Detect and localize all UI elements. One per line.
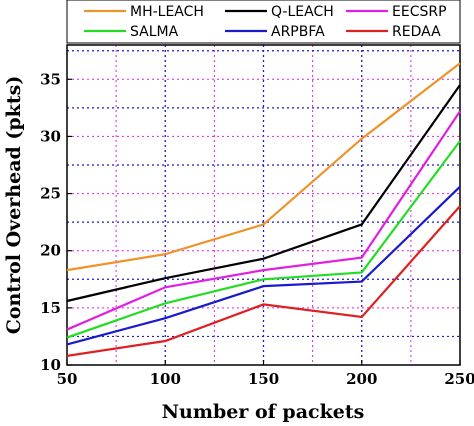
series-line-arpbfa: [66, 185, 461, 346]
series-line-eecsrp: [66, 110, 461, 331]
x-tick-label: 150: [248, 370, 279, 388]
legend-label-eecsrp: EECSRP: [392, 4, 447, 20]
series-line-salma: [66, 140, 461, 339]
x-tick-label: 200: [346, 370, 377, 388]
series-line-mh-leach: [66, 62, 461, 272]
legend: MH-LEACH Q-LEACH EECSRP SALMA ARPBFA REDAA: [66, 0, 461, 44]
x-tick-label: 250: [444, 370, 474, 388]
series-line-q-leach: [66, 84, 461, 303]
x-tick-label: 100: [150, 370, 181, 388]
grid: [67, 45, 460, 365]
legend-label-redaa: REDAA: [392, 24, 441, 40]
legend-label-arpbfa: ARPBFA: [271, 24, 325, 40]
y-tick-label: 10: [40, 356, 61, 374]
series-lines: [66, 62, 461, 357]
y-tick-label: 25: [40, 185, 61, 203]
legend-label-salma: SALMA: [130, 24, 179, 40]
legend-label-q-leach: Q-LEACH: [271, 4, 334, 20]
x-tick-label: 50: [57, 370, 78, 388]
y-tick-label: 30: [40, 127, 61, 145]
y-tick-label: 15: [40, 299, 61, 317]
y-tick-label: 35: [40, 70, 61, 88]
y-axis-title: Control Overhead (pkts): [3, 76, 25, 335]
y-tick-label: 20: [40, 242, 61, 260]
legend-box: [66, 0, 461, 44]
series-line-redaa: [66, 205, 461, 357]
legend-label-mh-leach: MH-LEACH: [130, 4, 204, 20]
x-axis-title: Number of packets: [162, 401, 365, 423]
axis-ticks: 50 100 150 200 250 10 15 20 25 30 35: [40, 70, 474, 388]
